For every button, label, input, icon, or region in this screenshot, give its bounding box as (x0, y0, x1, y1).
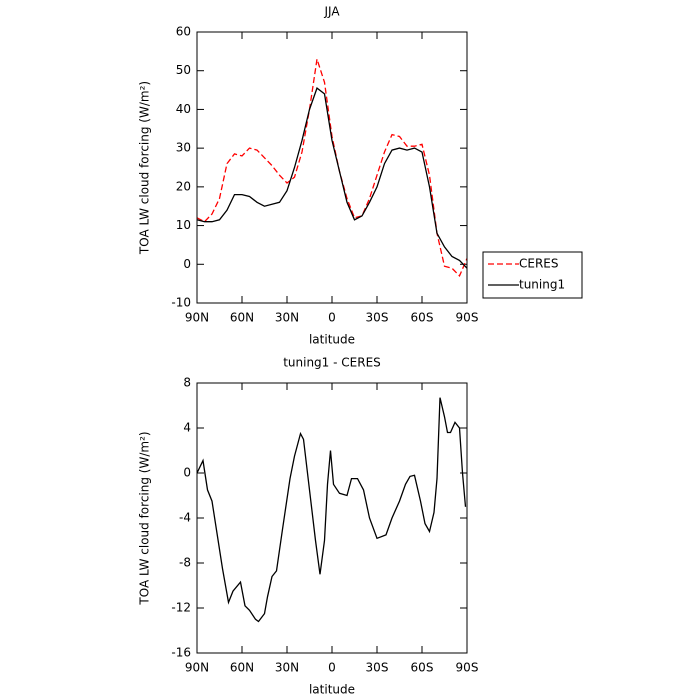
x-tick-label: 30S (366, 311, 389, 325)
x-tick-label: 30N (275, 661, 299, 675)
x-tick-label: 60S (411, 661, 434, 675)
plot-frame (196, 31, 468, 304)
x-tick-label: 30S (366, 661, 389, 675)
data-line (196, 58, 468, 278)
y-tick-label: -4 (179, 511, 191, 525)
legend-label: tuning1 (519, 278, 565, 292)
y-tick-label: 20 (176, 179, 191, 193)
x-axis-label: latitude (309, 333, 355, 347)
x-tick-label: 30N (275, 311, 299, 325)
y-tick-label: 10 (176, 218, 191, 232)
x-tick-label: 60S (411, 311, 434, 325)
data-line (196, 87, 468, 269)
x-tick-label: 90S (456, 661, 479, 675)
chart-title: tuning1 - CERES (283, 356, 381, 370)
x-tick-label: 60N (230, 661, 254, 675)
y-tick-label: 0 (183, 257, 191, 271)
x-axis-label: latitude (309, 683, 355, 697)
data-line (196, 397, 467, 623)
y-tick-label: 0 (183, 466, 191, 480)
y-tick-label: -16 (171, 646, 191, 660)
legend-label: CERES (519, 257, 559, 271)
y-axis-label: TOA LW cloud forcing (W/m²) (138, 431, 152, 605)
y-tick-label: 40 (176, 102, 191, 116)
x-tick-label: 90N (185, 661, 209, 675)
y-tick-label: 8 (183, 376, 191, 390)
y-tick-label: -10 (171, 296, 191, 310)
plot-frame (196, 382, 468, 654)
x-tick-label: 60N (230, 311, 254, 325)
y-axis-label: TOA LW cloud forcing (W/m²) (138, 81, 152, 255)
y-tick-label: 30 (176, 141, 191, 155)
x-tick-label: 90N (185, 311, 209, 325)
y-tick-label: -8 (179, 556, 191, 570)
x-tick-label: 90S (456, 311, 479, 325)
y-tick-label: 4 (183, 421, 191, 435)
x-tick-label: 0 (328, 311, 336, 325)
y-tick-label: 50 (176, 63, 191, 77)
y-tick-label: -12 (171, 601, 191, 615)
chart-title: JJA (323, 5, 340, 19)
y-tick-label: 60 (176, 25, 191, 39)
x-tick-label: 0 (328, 661, 336, 675)
legend-box (482, 251, 583, 299)
